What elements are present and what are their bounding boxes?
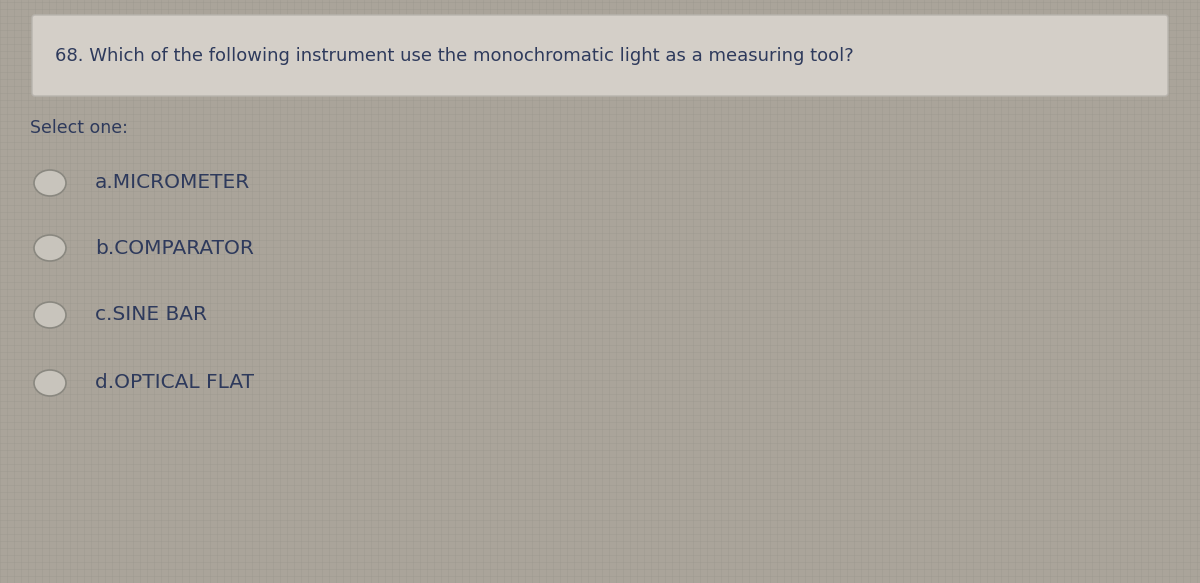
- Text: c.SINE BAR: c.SINE BAR: [95, 305, 208, 325]
- Text: d.OPTICAL FLAT: d.OPTICAL FLAT: [95, 374, 254, 392]
- Ellipse shape: [34, 170, 66, 196]
- Ellipse shape: [34, 235, 66, 261]
- Text: 68. Which of the following instrument use the monochromatic light as a measuring: 68. Which of the following instrument us…: [55, 47, 853, 65]
- Ellipse shape: [34, 370, 66, 396]
- Text: Select one:: Select one:: [30, 119, 128, 137]
- Text: b.COMPARATOR: b.COMPARATOR: [95, 238, 254, 258]
- FancyBboxPatch shape: [32, 15, 1168, 96]
- Ellipse shape: [34, 302, 66, 328]
- Text: a.MICROMETER: a.MICROMETER: [95, 174, 251, 192]
